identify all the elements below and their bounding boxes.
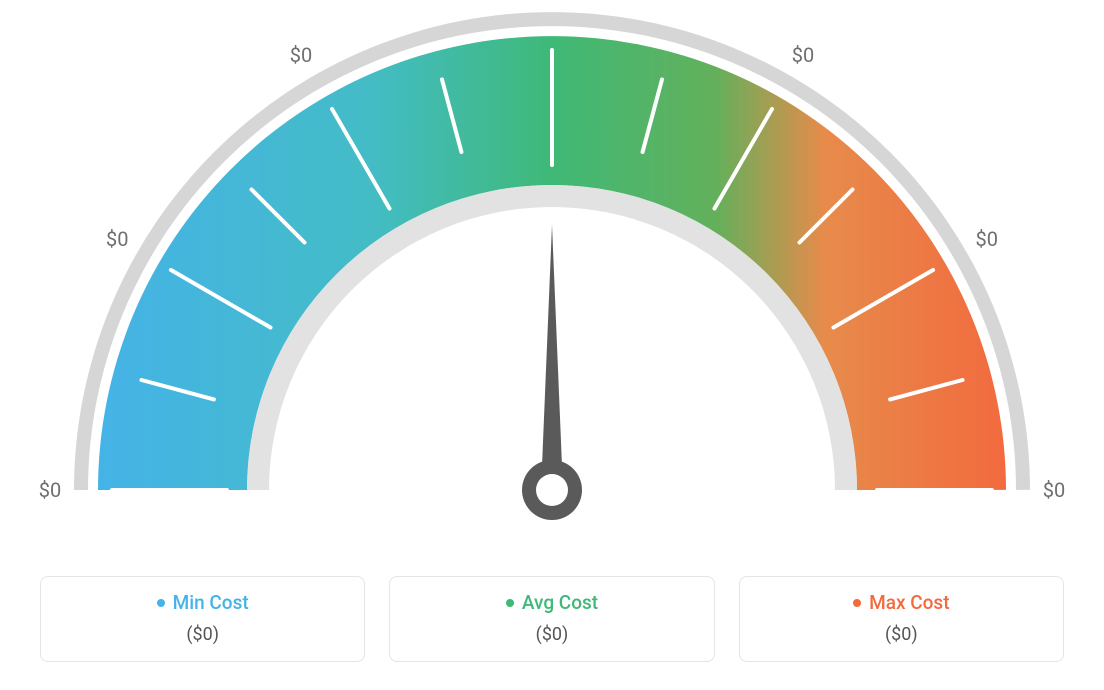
gauge-scale-label: $0 bbox=[39, 478, 61, 502]
gauge-chart: $0$0$0$0$0$0$0 bbox=[0, 0, 1104, 560]
legend-card-avg: Avg Cost ($0) bbox=[389, 576, 714, 662]
legend-label: Max Cost bbox=[869, 591, 949, 614]
legend-value: ($0) bbox=[51, 624, 354, 645]
legend-title-min: Min Cost bbox=[157, 591, 249, 614]
legend-label: Avg Cost bbox=[522, 591, 598, 614]
dot-icon bbox=[157, 599, 165, 607]
dot-icon bbox=[506, 599, 514, 607]
gauge-scale-label: $0 bbox=[1043, 478, 1065, 502]
legend-value: ($0) bbox=[400, 624, 703, 645]
legend-card-max: Max Cost ($0) bbox=[739, 576, 1064, 662]
legend-title-max: Max Cost bbox=[853, 591, 949, 614]
legend-row: Min Cost ($0) Avg Cost ($0) Max Cost ($0… bbox=[40, 576, 1064, 662]
gauge-svg bbox=[0, 0, 1104, 560]
legend-label: Min Cost bbox=[173, 591, 249, 614]
gauge-scale-label: $0 bbox=[792, 43, 814, 67]
gauge-scale-label: $0 bbox=[975, 227, 997, 251]
legend-value: ($0) bbox=[750, 624, 1053, 645]
gauge-scale-label: $0 bbox=[290, 43, 312, 67]
legend-title-avg: Avg Cost bbox=[506, 591, 598, 614]
gauge-scale-label: $0 bbox=[106, 227, 128, 251]
legend-card-min: Min Cost ($0) bbox=[40, 576, 365, 662]
dot-icon bbox=[853, 599, 861, 607]
